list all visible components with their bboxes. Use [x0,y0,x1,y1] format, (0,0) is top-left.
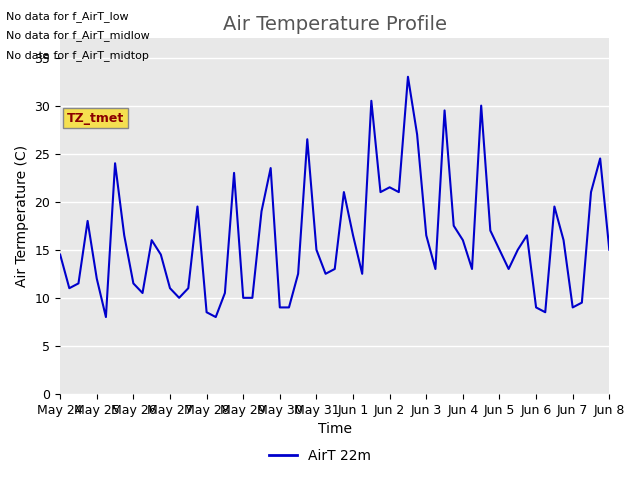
Y-axis label: Air Termperature (C): Air Termperature (C) [15,145,29,287]
Title: Air Temperature Profile: Air Temperature Profile [223,15,447,34]
Text: TZ_tmet: TZ_tmet [67,112,124,125]
Legend: AirT 22m: AirT 22m [264,443,376,468]
Text: No data for f_AirT_midlow: No data for f_AirT_midlow [6,30,150,41]
Text: No data for f_AirT_low: No data for f_AirT_low [6,11,129,22]
Text: No data for f_AirT_midtop: No data for f_AirT_midtop [6,49,149,60]
X-axis label: Time: Time [317,422,352,436]
